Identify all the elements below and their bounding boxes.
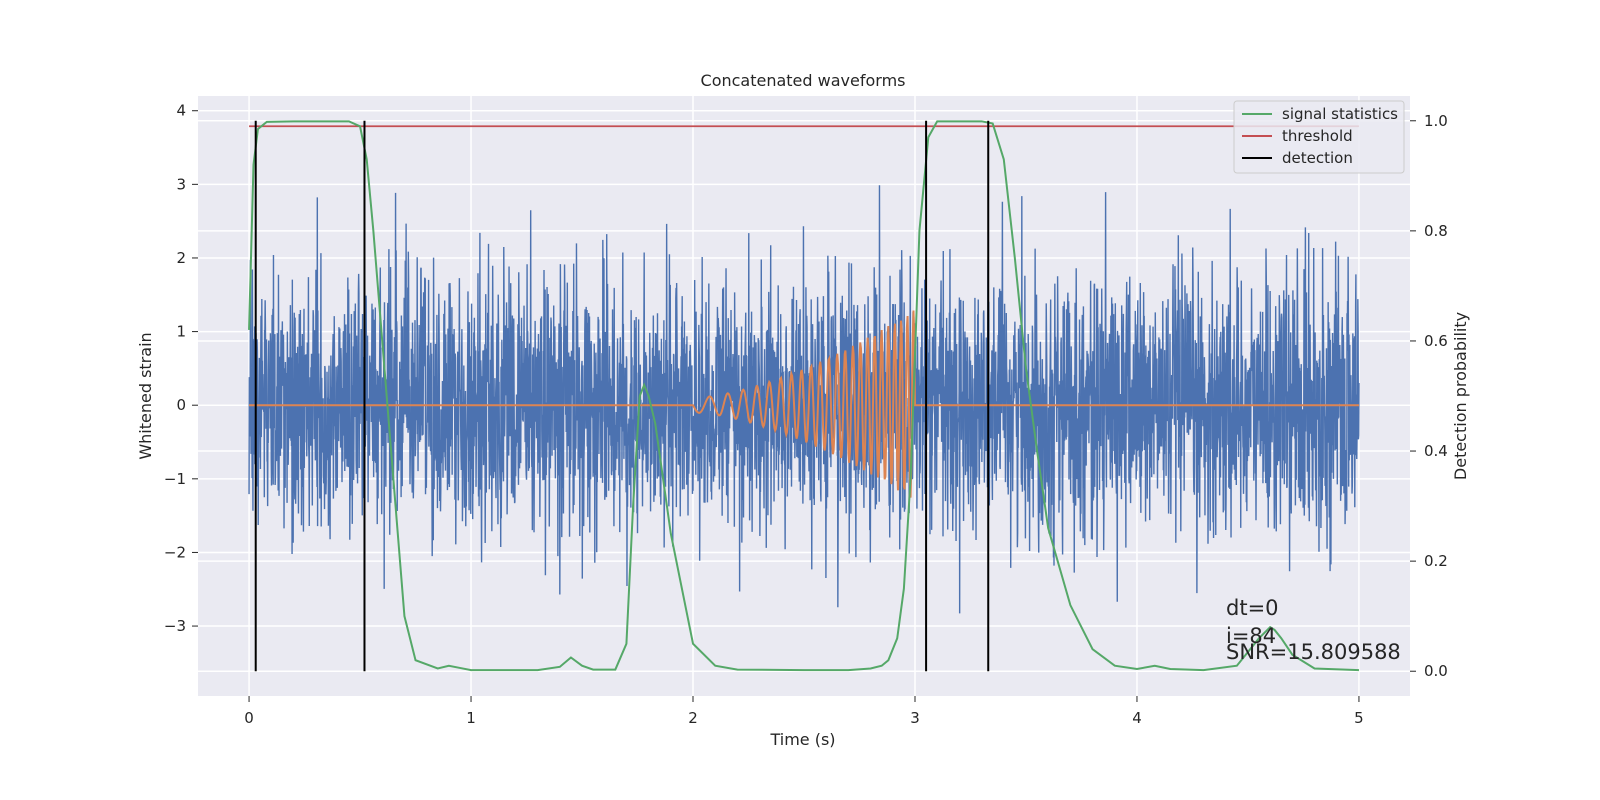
legend-label-threshold: threshold [1282,127,1353,145]
y2-tick-label: 0.8 [1424,222,1448,240]
y-tick-label: 2 [176,249,186,267]
y2-tick-label: 0.2 [1424,552,1448,570]
detection-lines [254,120,990,672]
legend-label-detection: detection [1282,149,1353,167]
y-tick-label: 0 [176,396,186,414]
legend-box [1233,100,1405,174]
y2-tick-label: 0.0 [1424,662,1448,680]
x-tick-label: 3 [910,709,920,727]
y-tick-label: 1 [176,323,186,341]
x-tick-label: 1 [466,709,476,727]
y-tick-label: 4 [176,102,186,120]
y2-tick-label: 0.4 [1424,442,1448,460]
annotation-dt: dt=0 [1226,596,1279,620]
y2-axis-ticks: 0.0 0.2 0.4 0.6 0.8 1.0 [1410,112,1448,680]
x-axis-ticks: 0 1 2 3 4 5 [244,696,1364,727]
y-axis-ticks: −3 −2 −1 0 1 2 3 4 [164,102,198,635]
legend: signal statistics threshold detection [1233,100,1405,174]
y-tick-label: −1 [164,470,186,488]
x-tick-label: 5 [1354,709,1364,727]
x-tick-label: 0 [244,709,254,727]
signal-statistics-line [248,120,1359,672]
y2-tick-label: 1.0 [1424,112,1448,130]
whitened-strain-line [248,185,1360,614]
x-axis-label: Time (s) [769,730,835,749]
y2-axis-label: Detection probability [1451,312,1470,480]
y-tick-label: −3 [164,617,186,635]
injection-waveform-line [249,310,1359,498]
x-tick-label: 4 [1132,709,1142,727]
y-axis-label: Whitened strain [136,332,155,459]
annotation-snr: SNR=15.809588 [1226,640,1401,664]
chart-title: Concatenated waveforms [701,71,906,90]
y-tick-label: 3 [176,175,186,193]
x-tick-label: 2 [688,709,698,727]
y-tick-label: −2 [164,543,186,561]
y2-tick-label: 0.6 [1424,332,1448,350]
legend-label-statistics: signal statistics [1282,105,1398,123]
annotation-index: i=84 [1226,624,1276,648]
